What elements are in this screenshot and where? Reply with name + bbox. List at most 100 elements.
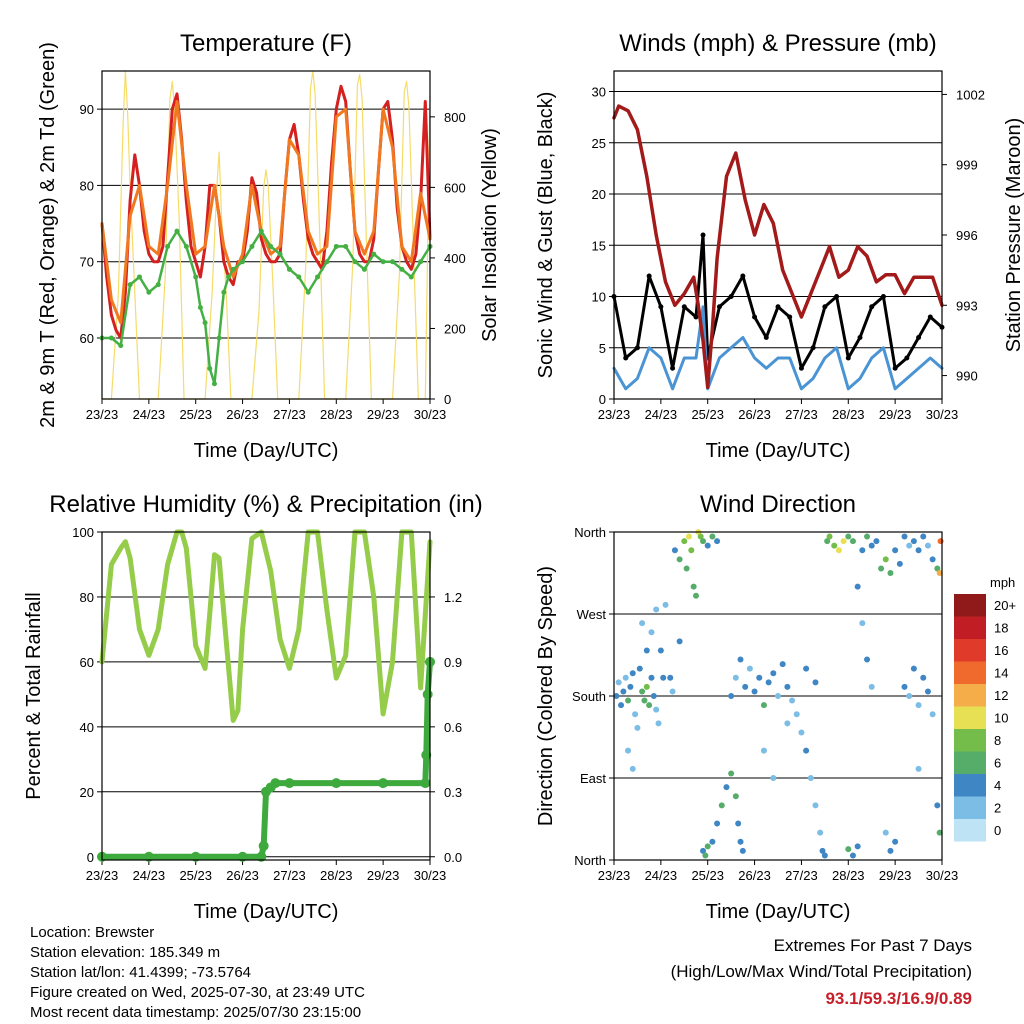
direction-point	[901, 533, 908, 540]
ytick-right-label: 400	[444, 251, 466, 266]
direction-point	[864, 533, 871, 540]
2m-td-point	[268, 243, 274, 249]
direction-point	[849, 538, 856, 545]
direction-point	[690, 583, 697, 590]
ytick-label: 40	[80, 720, 94, 735]
direction-point	[714, 820, 721, 827]
y-axis-right-label: Solar Insolation (Yellow)	[479, 128, 501, 342]
ytick-label: 90	[80, 102, 94, 117]
2m-td-point	[352, 259, 358, 265]
direction-point	[704, 843, 711, 850]
xtick-label: 29/23	[879, 868, 912, 883]
colorbar-label: 18	[994, 621, 1008, 636]
direction-point	[915, 765, 922, 772]
location-text: Location: Brewster	[30, 924, 154, 941]
direction-point	[709, 838, 716, 845]
gust-point	[857, 335, 863, 340]
direction-point	[864, 656, 871, 663]
ytick-right-label: 1002	[956, 87, 985, 102]
ytick-label: 80	[80, 178, 94, 193]
direction-point	[840, 538, 847, 545]
wind-direction-panel: Wind DirectionNorthEastSouthWestNorth23/…	[535, 491, 958, 923]
gust-point	[787, 314, 793, 320]
2m-td-point	[165, 243, 171, 249]
ytick-right-label: 0.6	[444, 720, 462, 735]
colorbar-label: 0	[994, 823, 1001, 838]
direction-point	[760, 747, 767, 754]
gust-point	[927, 314, 933, 320]
ytick-label: 70	[80, 255, 94, 270]
colorbar-label: 4	[994, 778, 1001, 793]
direction-point	[613, 693, 620, 699]
direction-point	[669, 688, 676, 695]
direction-point	[892, 838, 899, 845]
colorbar-swatch	[954, 684, 986, 707]
direction-point	[868, 542, 875, 549]
direction-point	[807, 775, 814, 781]
direction-point	[728, 770, 735, 777]
total-rainfall-point	[331, 778, 342, 789]
xtick-label: 27/23	[273, 407, 306, 422]
xtick-label: 26/23	[226, 868, 259, 883]
direction-point	[812, 679, 819, 686]
total-rainfall-point	[258, 840, 269, 851]
direction-point	[770, 670, 777, 677]
ytick-label: 25	[592, 136, 606, 151]
direction-point	[824, 538, 831, 545]
2m-td-point	[380, 259, 386, 265]
colorbar-swatch	[954, 774, 986, 797]
direction-point	[618, 702, 625, 709]
ytick-right-label: 800	[444, 110, 466, 125]
2m-td-point	[230, 266, 236, 272]
total-rainfall-point	[256, 851, 267, 862]
direction-point	[845, 533, 852, 540]
direction-point	[648, 629, 655, 636]
direction-point	[901, 683, 908, 690]
direction-point	[920, 533, 927, 540]
xtick-label: 25/23	[179, 868, 212, 883]
direction-point	[676, 556, 683, 563]
direction-point	[821, 852, 828, 859]
2m-td-point	[183, 243, 189, 249]
ytick-label: 30	[592, 85, 606, 100]
colorbar-label: 6	[994, 756, 1001, 771]
direction-point	[685, 533, 692, 540]
xtick-label: 24/23	[645, 407, 678, 422]
direction-point	[683, 565, 690, 572]
direction-point	[693, 592, 699, 599]
2m-td-point	[361, 266, 367, 272]
2m-td-point	[296, 274, 302, 280]
xtick-label: 29/23	[367, 868, 400, 883]
direction-point	[789, 697, 796, 704]
ytick-label: North	[574, 525, 606, 540]
direction-point	[936, 829, 943, 836]
2m-td-point	[343, 243, 349, 249]
2m-td-point	[193, 274, 199, 280]
direction-point	[929, 556, 936, 563]
gust-point	[693, 314, 699, 320]
total-rainfall-point	[190, 851, 201, 862]
direction-point	[643, 683, 650, 690]
xtick-label: 26/23	[738, 407, 771, 422]
panel-title: Wind Direction	[700, 491, 856, 518]
direction-point	[887, 847, 894, 854]
colorbar-swatch	[954, 594, 986, 617]
ytick-label: 5	[599, 341, 606, 356]
2m-td-point	[211, 381, 217, 387]
direction-point	[739, 847, 746, 854]
gust-point	[634, 345, 640, 351]
direction-point	[906, 693, 913, 699]
total-rainfall-point	[143, 851, 154, 862]
direction-point	[854, 583, 861, 590]
colorbar-title: mph	[990, 575, 1015, 590]
2m-td-point	[127, 282, 133, 288]
xtick-label: 24/23	[133, 407, 166, 422]
direction-point	[929, 711, 936, 718]
direction-point	[896, 560, 903, 567]
xtick-label: 29/23	[879, 407, 912, 422]
colorbar-swatch	[954, 639, 986, 662]
direction-point	[688, 547, 695, 554]
direction-point	[784, 683, 791, 690]
direction-point	[629, 765, 636, 772]
timestamp-text: Most recent data timestamp: 2025/07/30 2…	[30, 1004, 361, 1021]
